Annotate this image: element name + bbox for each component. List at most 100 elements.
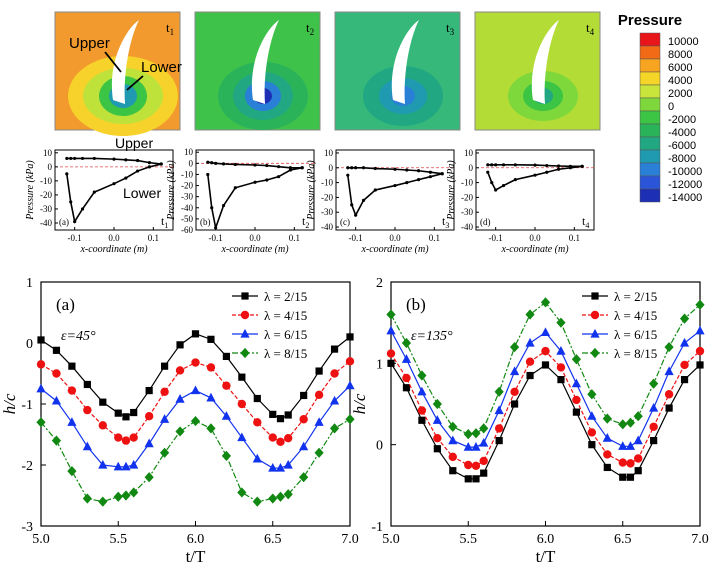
lower-arrow	[126, 75, 144, 91]
data-series	[36, 414, 355, 507]
upper-surface-point	[417, 169, 421, 173]
data-point-circle	[479, 456, 488, 466]
data-point-diamond	[386, 309, 396, 320]
data-point-diamond	[98, 496, 108, 507]
time-subscript: 4	[585, 221, 589, 230]
data-point-triangle	[113, 461, 123, 471]
pressure-plot-frame	[475, 149, 595, 231]
upper-surface-point	[494, 163, 498, 167]
data-point-circle	[276, 437, 285, 447]
lower-surface-point	[233, 186, 237, 190]
data-point-circle	[680, 360, 689, 370]
y-tick-label: -40	[40, 218, 52, 228]
upper-surface-line	[66, 157, 162, 165]
data-point-circle	[160, 387, 169, 396]
epsilon-annotation: ε=135°	[411, 329, 453, 344]
data-point-diamond	[129, 487, 139, 498]
data-point-triangle	[571, 378, 581, 388]
lower-surface-point	[206, 172, 210, 177]
y-tick-label: 2	[376, 276, 383, 291]
upper-surface-point	[69, 156, 73, 161]
x-tick-label: 0.0	[389, 233, 401, 243]
lower-surface-point	[373, 188, 377, 192]
lower-surface-point	[568, 166, 573, 170]
y-tick-label: -20	[40, 190, 52, 200]
data-point-triangle	[67, 417, 77, 426]
colorbar-title: Pressure	[618, 12, 682, 29]
time-label: t3	[442, 214, 449, 230]
lower-surface-point	[490, 180, 494, 185]
y-tick-label: -30	[181, 192, 193, 202]
lower-surface-point	[513, 178, 517, 182]
data-point-triangle	[633, 435, 643, 445]
data-point-triangle	[602, 433, 612, 442]
legend-label: λ = 2/15	[264, 289, 307, 304]
upper-surface-line	[207, 161, 303, 169]
data-point-triangle	[283, 459, 293, 469]
colorbar-swatch	[639, 162, 661, 177]
y-tick-label: -20	[321, 192, 333, 202]
y-tick-label: 10	[324, 148, 334, 158]
time-label: t2	[306, 20, 314, 37]
lower-surface-point	[486, 170, 490, 174]
upper-surface-line	[347, 166, 443, 175]
x-tick-label: 0.0	[249, 233, 261, 243]
data-point-triangle	[463, 442, 473, 451]
data-point-square	[464, 475, 472, 483]
colorbar-swatch	[639, 71, 661, 86]
x-tick-label: 6.0	[187, 532, 205, 547]
data-point-circle	[587, 428, 597, 437]
airfoil-shape	[531, 20, 559, 104]
x-tick-label: 5.0	[32, 532, 50, 547]
data-point-circle	[402, 373, 411, 383]
data-point-triangle	[221, 411, 231, 420]
lower-surface-line	[66, 163, 162, 224]
lower-surface-line	[207, 166, 303, 231]
data-point-square	[696, 361, 704, 369]
colorbar-swatch	[639, 45, 661, 60]
y-tick-label: 1	[26, 276, 33, 291]
lower-surface-point	[440, 172, 444, 176]
data-point-circle	[590, 310, 600, 320]
colorbar-tick-label: -12000	[668, 179, 702, 191]
data-point-circle	[618, 458, 627, 467]
data-series	[36, 380, 355, 472]
data-point-diamond	[556, 317, 566, 328]
y-tick-label: 0	[469, 163, 474, 173]
colorbar-tick-label: 2000	[668, 88, 692, 100]
airfoil-shape	[111, 20, 139, 104]
data-point-circle	[175, 366, 185, 375]
x-tick-label: 6.5	[264, 532, 282, 547]
data-point-square	[619, 473, 627, 481]
data-point-diamond	[525, 309, 535, 320]
data-point-square	[480, 469, 488, 477]
data-point-diamond	[479, 423, 489, 434]
data-point-circle	[510, 387, 519, 396]
airfoil-shape	[391, 20, 419, 104]
data-point-square	[330, 345, 339, 353]
lower-surface-point	[112, 182, 116, 186]
data-point-circle	[67, 386, 77, 395]
x-axis-label: x-coordinate (m)	[500, 244, 569, 255]
data-point-triangle	[494, 405, 504, 415]
upper-surface-point	[501, 163, 506, 167]
data-point-diamond	[471, 428, 481, 439]
data-point-triangle	[479, 437, 489, 447]
data-point-triangle	[649, 402, 659, 412]
upper-surface-point	[233, 162, 237, 167]
data-point-circle	[448, 452, 457, 462]
upper-surface-point	[265, 163, 269, 168]
data-point-circle	[121, 436, 131, 445]
data-point-diamond	[329, 423, 340, 434]
colorbar-tick-label: -6000	[668, 140, 696, 152]
data-point-triangle	[386, 325, 396, 335]
data-point-diamond	[540, 297, 551, 308]
data-point-diamond	[432, 398, 442, 410]
y-tick-label: -40	[321, 222, 333, 232]
y-tick-label: -1	[21, 398, 33, 413]
data-point-triangle	[525, 337, 535, 347]
data-point-triangle	[144, 438, 154, 448]
data-point-square	[176, 341, 184, 349]
x-tick-label: -0.1	[349, 233, 363, 243]
colorbar-tick-label: -8000	[668, 153, 696, 165]
